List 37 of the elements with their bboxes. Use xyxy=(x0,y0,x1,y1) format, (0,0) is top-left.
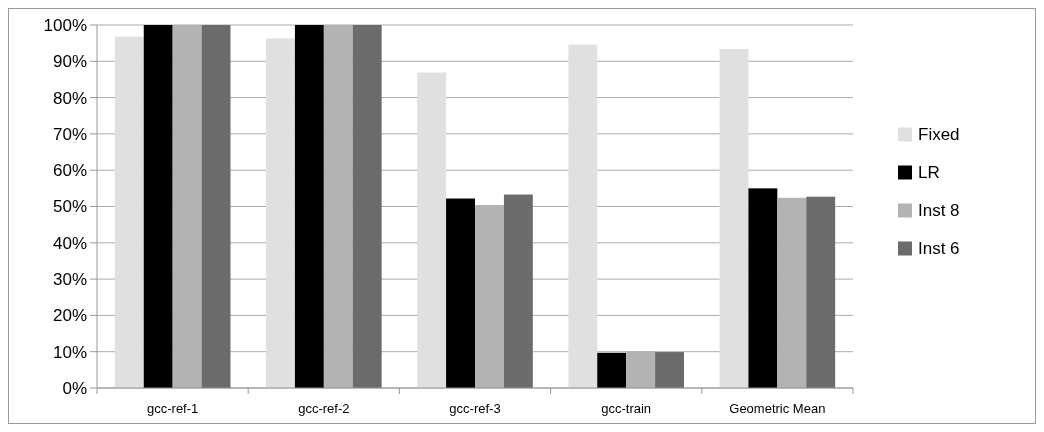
bar xyxy=(417,72,447,388)
y-tick-label: 10% xyxy=(52,342,87,362)
x-tick-label: gcc-ref-1 xyxy=(147,401,199,416)
bar xyxy=(266,38,295,388)
y-tick-label: 20% xyxy=(52,306,87,326)
x-tick-label: gcc-train xyxy=(601,401,652,416)
x-tick-label: Geometric Mean xyxy=(729,401,826,416)
bar xyxy=(475,205,504,388)
x-tick-label: gcc-ref-2 xyxy=(298,401,350,416)
y-tick-label: 60% xyxy=(52,161,87,181)
y-tick-label: 0% xyxy=(62,378,87,398)
bar xyxy=(806,196,836,388)
bar xyxy=(446,198,475,388)
bar xyxy=(597,352,627,388)
y-tick-label: 30% xyxy=(52,270,87,290)
bar xyxy=(719,48,749,388)
bar xyxy=(352,25,382,388)
y-tick-label: 40% xyxy=(52,233,87,253)
bar xyxy=(143,25,173,388)
x-tick-label: gcc-ref-3 xyxy=(449,401,501,416)
bar xyxy=(114,36,144,388)
bar xyxy=(748,188,778,388)
bar xyxy=(294,25,324,388)
bar xyxy=(777,197,807,388)
bar xyxy=(503,194,533,388)
bar xyxy=(655,352,684,388)
y-tick-label: 90% xyxy=(52,52,87,72)
legend-label: LR xyxy=(918,163,940,183)
bar xyxy=(201,25,231,388)
bar xyxy=(568,44,598,388)
y-tick-label: 50% xyxy=(52,197,87,217)
legend-label: Inst 6 xyxy=(918,239,960,259)
legend-label: Inst 8 xyxy=(918,201,960,221)
y-tick-label: 70% xyxy=(52,124,87,144)
legend-label: Fixed xyxy=(918,125,960,145)
y-tick-label: 100% xyxy=(43,15,87,35)
y-tick-label: 80% xyxy=(52,88,87,108)
